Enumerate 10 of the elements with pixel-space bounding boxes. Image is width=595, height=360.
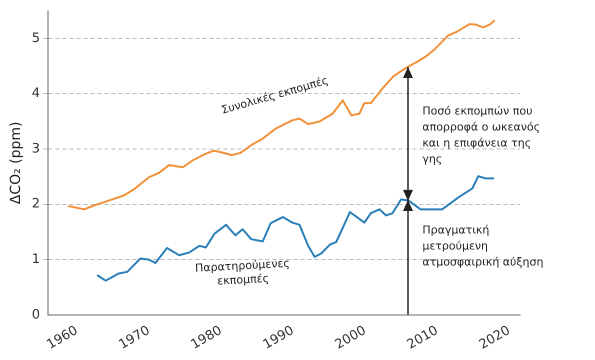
series-label: Παρατηρούμενες εκπομπές — [194, 256, 290, 288]
y-axis-title: ΔCO₂ (ppm) — [8, 121, 24, 204]
y-tick-label: 2 — [32, 196, 40, 212]
annotation: Ποσό εκπομπών που απορροφά ο ωκεανός και η επιφάνεια της γης — [422, 104, 540, 166]
y-tick-label: 4 — [32, 86, 40, 102]
y-tick-label: 3 — [32, 141, 40, 156]
y-tick-label: 0 — [32, 307, 40, 322]
y-tick-label: 5 — [32, 30, 40, 46]
y-tick-label: 1 — [32, 252, 40, 268]
annotation: Πραγματική μετρούμενη ατμοσφαιρική αύξηση — [422, 223, 544, 268]
